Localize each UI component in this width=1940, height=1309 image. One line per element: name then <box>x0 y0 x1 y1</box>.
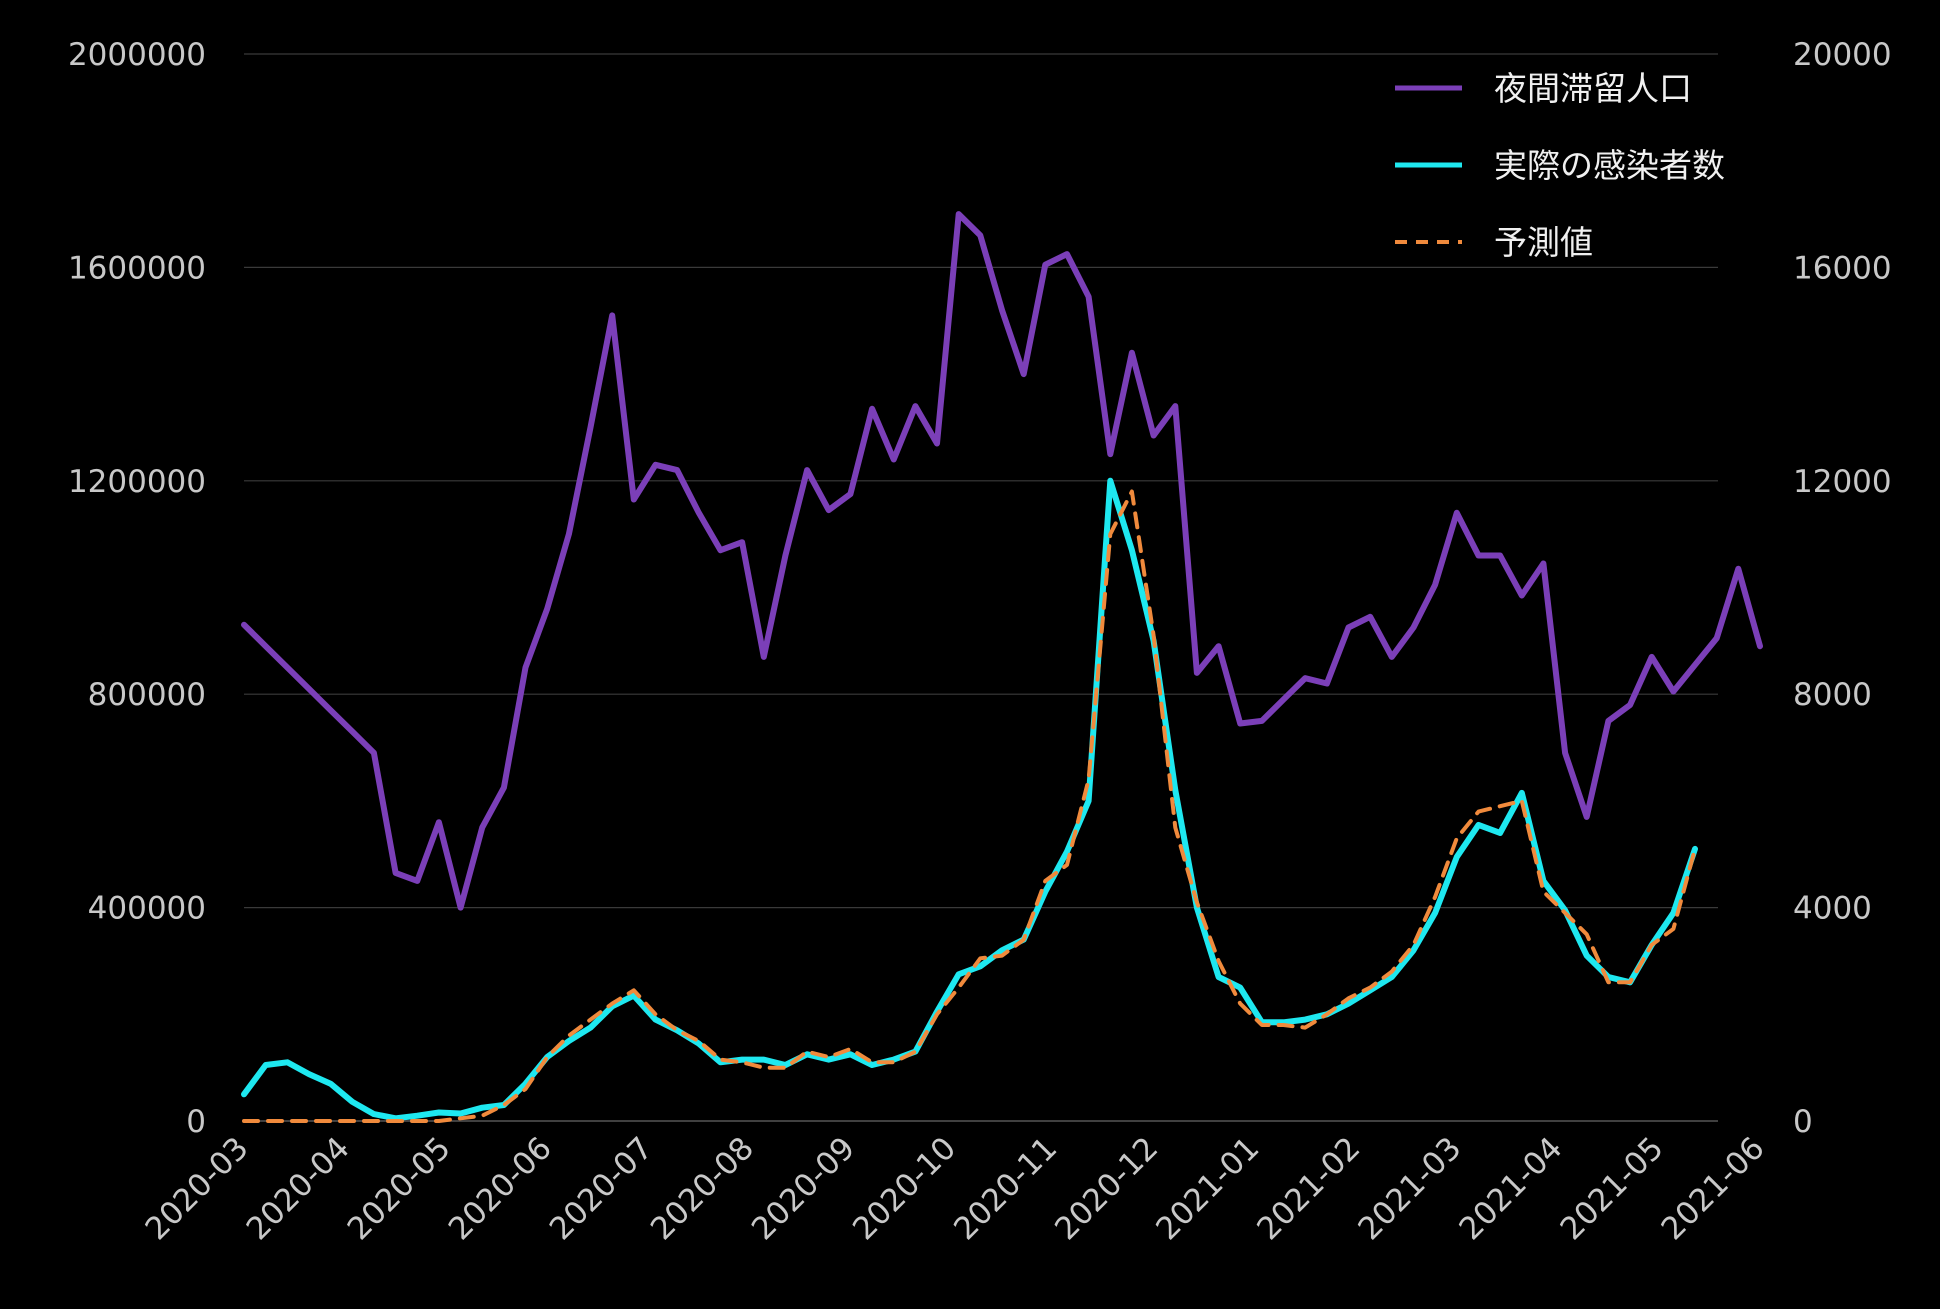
right-y-tick-label: 4000 <box>1793 891 1872 927</box>
left-y-axis: 0 400000 800000 1200000 1600000 2000000 <box>68 37 206 1140</box>
x-tick-label: 2020-12 <box>1048 1130 1165 1247</box>
x-tick-label: 2020-06 <box>442 1130 559 1247</box>
x-tick-label: 2020-04 <box>240 1130 357 1247</box>
left-y-tick-label: 1200000 <box>68 464 206 500</box>
left-y-tick-label: 800000 <box>88 677 206 713</box>
legend-label-2: 予測値 <box>1494 223 1593 262</box>
x-tick-label: 2020-11 <box>947 1130 1064 1247</box>
x-tick-label: 2021-04 <box>1452 1130 1569 1247</box>
x-tick-label: 2020-05 <box>341 1130 458 1247</box>
left-y-tick-label: 400000 <box>88 891 206 927</box>
series-line-0 <box>241 211 1763 911</box>
x-tick-label: 2020-08 <box>644 1130 761 1247</box>
x-tick-label: 2020-10 <box>846 1130 963 1247</box>
x-tick-label: 2021-01 <box>1149 1130 1266 1247</box>
right-y-tick-label: 16000 <box>1793 250 1892 286</box>
left-y-tick-label: 1600000 <box>68 250 206 286</box>
x-tick-label: 2021-03 <box>1351 1130 1468 1247</box>
legend-label-1: 実際の感染者数 <box>1494 146 1725 185</box>
right-y-axis: 0 4000 8000 12000 16000 20000 <box>1793 37 1892 1140</box>
x-tick-label: 2021-02 <box>1250 1130 1367 1247</box>
series-lines <box>241 211 1763 1123</box>
grid-lines <box>244 53 1718 1122</box>
x-tick-label: 2020-03 <box>139 1130 256 1247</box>
x-tick-label: 2020-09 <box>745 1130 862 1247</box>
right-y-tick-label: 20000 <box>1793 37 1892 73</box>
right-y-tick-label: 8000 <box>1793 677 1872 713</box>
left-y-tick-label: 2000000 <box>68 37 206 73</box>
x-tick-label: 2021-06 <box>1655 1130 1772 1247</box>
x-tick-label: 2020-07 <box>543 1130 660 1247</box>
right-y-tick-label: 0 <box>1793 1104 1813 1140</box>
x-tick-label: 2021-05 <box>1554 1130 1671 1247</box>
x-axis: 2020-032020-042020-052020-062020-072020-… <box>139 1130 1772 1247</box>
left-y-tick-label: 0 <box>186 1104 206 1140</box>
legend-label-0: 夜間滞留人口 <box>1494 69 1692 108</box>
series-line-2 <box>242 489 1697 1123</box>
series-line-1 <box>241 477 1698 1122</box>
right-y-tick-label: 12000 <box>1793 464 1892 500</box>
